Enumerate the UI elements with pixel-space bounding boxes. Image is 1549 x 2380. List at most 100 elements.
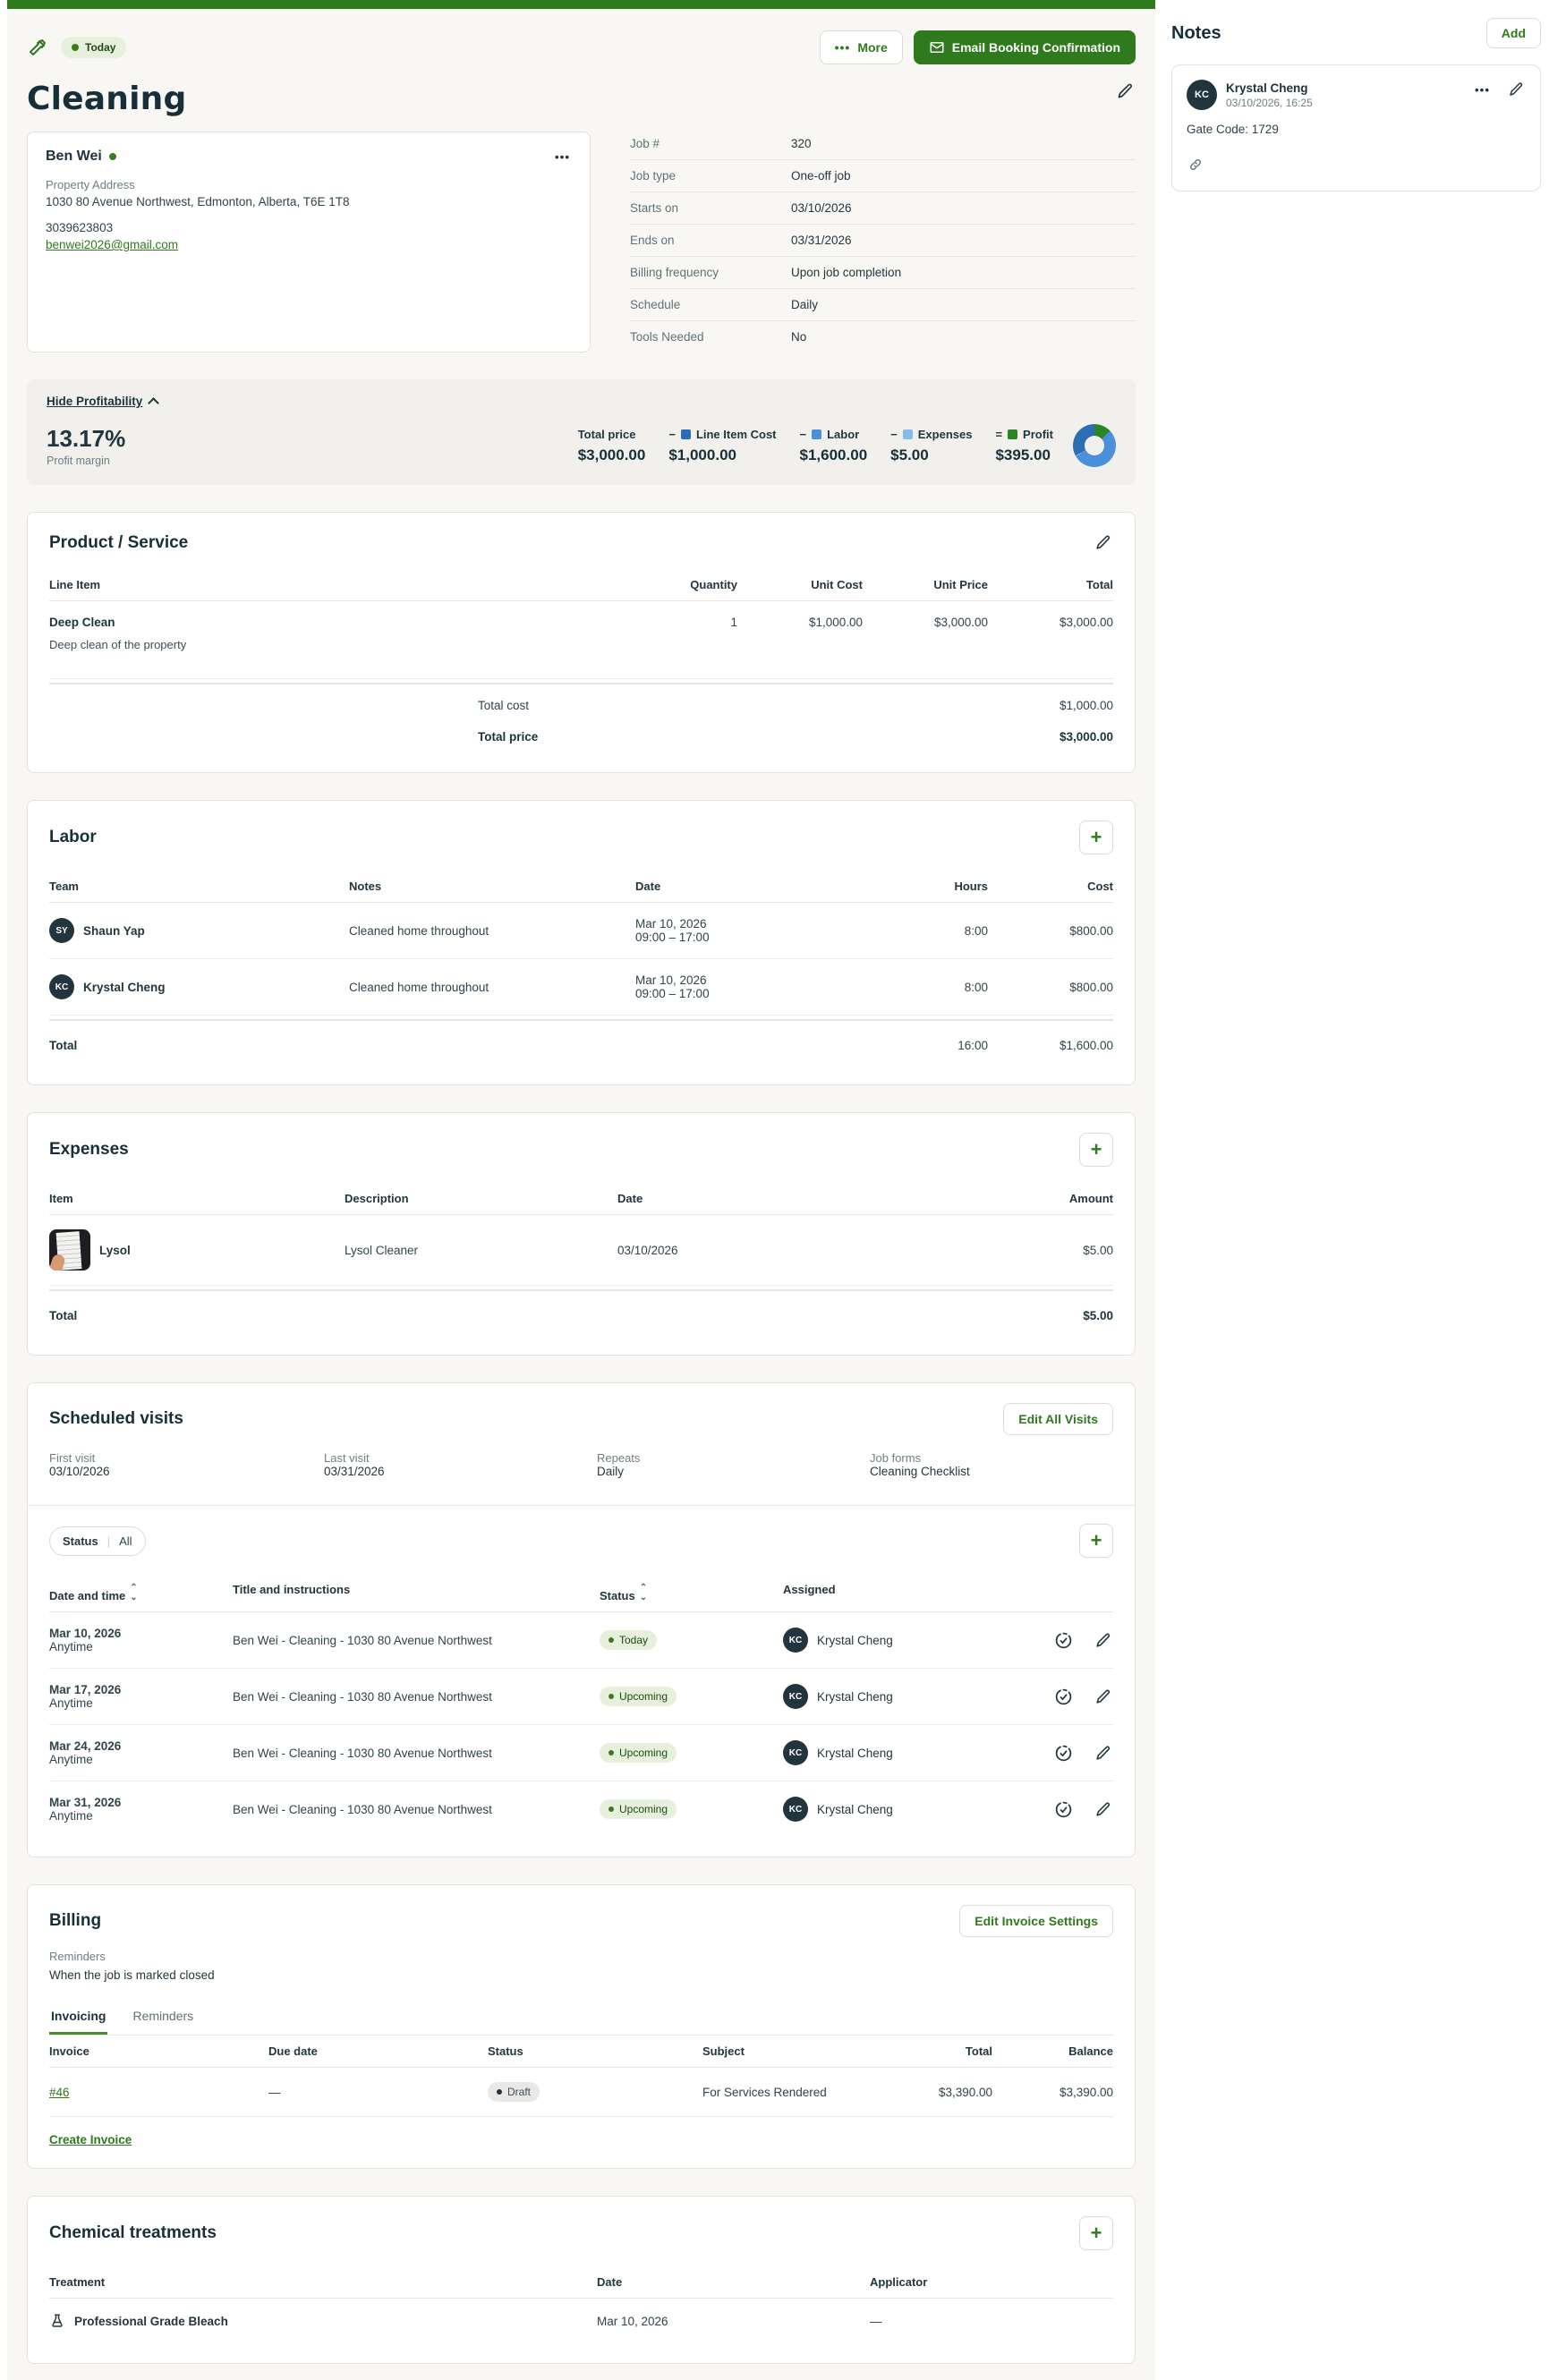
- add-chemical-treatment-button[interactable]: +: [1079, 2216, 1113, 2250]
- add-labor-button[interactable]: +: [1079, 820, 1113, 854]
- client-active-dot-icon: [108, 153, 116, 160]
- product-table-header: Line Item Quantity Unit Cost Unit Price …: [49, 569, 1113, 601]
- visits-meta: First visit 03/10/2026 Last visit 03/31/20…: [49, 1451, 970, 1478]
- job-status-badge: Today: [61, 37, 127, 58]
- billing-title: Billing: [49, 1911, 102, 1930]
- flask-icon: [49, 2313, 65, 2329]
- profitability-donut-chart: [1073, 424, 1116, 467]
- client-phone: 3039623803: [46, 221, 114, 234]
- line-item-name: Deep Clean: [49, 616, 115, 629]
- table-row: Mar 17, 2026 Anytime Ben Wei - Cleaning -…: [49, 1669, 1113, 1725]
- profit-swatch-icon: [1008, 429, 1018, 439]
- table-row: Mar 24, 2026 Anytime Ben Wei - Cleaning -…: [49, 1725, 1113, 1781]
- hide-profitability-toggle[interactable]: Hide Profitability: [47, 395, 160, 409]
- job-detail-row: Billing frequency Upon job completion: [630, 257, 1136, 289]
- legend-expenses: − Expenses $5.00: [890, 427, 973, 463]
- table-row: Deep Clean Deep clean of the property 1 …: [49, 601, 1113, 679]
- note-body: Gate Code: 1729: [1187, 123, 1279, 136]
- receipt-photo-thumbnail[interactable]: [49, 1229, 90, 1271]
- edit-job-button[interactable]: [1114, 81, 1136, 102]
- line-item-cost-swatch-icon: [680, 429, 691, 439]
- profitability-legend: Total price $3,000.00 − Line Item Cost $…: [578, 428, 1053, 464]
- more-button[interactable]: ••• More: [819, 30, 903, 64]
- client-menu-button[interactable]: •••: [555, 150, 570, 164]
- labor-swatch-icon: [812, 429, 822, 439]
- table-row: Mar 10, 2026 Anytime Ben Wei - Cleaning -…: [49, 1612, 1113, 1669]
- avatar: KC: [783, 1684, 808, 1709]
- edit-all-visits-button[interactable]: Edit All Visits: [1003, 1403, 1113, 1435]
- job-hammer-icon: [27, 37, 48, 58]
- complete-visit-button[interactable]: [1052, 1742, 1075, 1764]
- table-row: Professional Grade Bleach Mar 10, 2026 —: [49, 2299, 1113, 2343]
- sort-status-header[interactable]: Status⌃ ⌄: [600, 1583, 648, 1602]
- job-detail-row: Schedule Daily: [630, 289, 1136, 321]
- status-badge: Upcoming: [600, 1799, 677, 1819]
- edit-visit-button[interactable]: [1093, 1629, 1113, 1652]
- job-detail-row: Tools Needed No: [630, 330, 807, 344]
- complete-visit-button[interactable]: [1052, 1686, 1075, 1708]
- job-detail-row: Job type One-off job: [630, 160, 1136, 192]
- avatar: KC: [783, 1797, 808, 1822]
- billing-section: Billing Edit Invoice Settings Reminders …: [27, 1884, 1136, 2169]
- link-icon[interactable]: [1187, 156, 1204, 174]
- chemical-treatments-title: Chemical treatments: [49, 2223, 217, 2242]
- legend-line-item-cost: − Line Item Cost $1,000.00: [668, 427, 777, 463]
- edit-note-button[interactable]: [1506, 80, 1526, 99]
- edit-visit-button[interactable]: [1093, 1686, 1113, 1708]
- add-note-button[interactable]: Add: [1485, 18, 1541, 48]
- invoice-link[interactable]: #46: [49, 2085, 70, 2099]
- profitability-section: Hide Profitability 13.17% Profit margin …: [27, 379, 1136, 485]
- create-invoice-link[interactable]: Create Invoice: [49, 2133, 132, 2146]
- status-badge: Upcoming: [600, 1687, 677, 1706]
- labor-title: Labor: [49, 828, 97, 846]
- legend-profit: = Profit $395.00: [995, 427, 1053, 463]
- more-button-label: More: [857, 40, 888, 55]
- expenses-table-header: Item Description Date Amount: [49, 1183, 1113, 1215]
- edit-visit-button[interactable]: [1093, 1798, 1113, 1821]
- table-row: #46 — Draft For Services Rendered $3,390…: [49, 2068, 1113, 2117]
- add-expense-button[interactable]: +: [1079, 1133, 1113, 1167]
- edit-invoice-settings-button[interactable]: Edit Invoice Settings: [959, 1905, 1113, 1937]
- job-detail-row: Job #320: [630, 128, 1136, 160]
- note-menu-button[interactable]: •••: [1475, 82, 1490, 97]
- job-topbar: Today ••• More Email Booking Confirmatio…: [27, 30, 1136, 64]
- status-filter[interactable]: Status | All: [49, 1526, 146, 1556]
- sort-icon: ⌃ ⌄: [639, 1583, 648, 1602]
- email-booking-confirmation-button[interactable]: Email Booking Confirmation: [913, 30, 1136, 64]
- sort-icon: ⌃ ⌄: [130, 1583, 138, 1602]
- notes-panel: Notes Add KC Krystal Cheng 03/10/2026, 1…: [1155, 0, 1549, 2380]
- client-name: Ben Wei: [46, 149, 102, 164]
- add-visit-button[interactable]: +: [1079, 1524, 1113, 1558]
- edit-visit-button[interactable]: [1093, 1742, 1113, 1764]
- chevron-up-icon: [148, 396, 160, 409]
- table-row: KC Krystal Cheng Cleaned home throughout …: [49, 959, 1113, 1016]
- table-row: Lysol Lysol Cleaner 03/10/2026 $5.00: [49, 1215, 1113, 1286]
- edit-line-items-button[interactable]: [1093, 532, 1113, 553]
- draft-status-badge: Draft: [488, 2082, 540, 2102]
- complete-visit-button[interactable]: [1052, 1798, 1075, 1821]
- profit-margin-value: 13.17%: [47, 424, 126, 452]
- chemical-treatments-section: Chemical treatments + Treatment Date App…: [27, 2196, 1136, 2364]
- labor-section: Labor + Team Notes Date Hours Cost SY Sha…: [27, 800, 1136, 1085]
- tab-reminders[interactable]: Reminders: [132, 2009, 194, 2023]
- client-email-link[interactable]: benwei2026@gmail.com: [46, 238, 179, 251]
- note-card: KC Krystal Cheng 03/10/2026, 16:25 ••• G…: [1171, 64, 1541, 191]
- scheduled-visits-title: Scheduled visits: [49, 1409, 183, 1428]
- labor-total-row: Total 16:00 $1,600.00: [49, 1039, 1113, 1052]
- table-row: SY Shaun Yap Cleaned home throughout Mar …: [49, 903, 1113, 959]
- tab-invoicing[interactable]: Invoicing: [49, 2002, 108, 2035]
- email-button-label: Email Booking Confirmation: [951, 40, 1120, 55]
- avatar: KC: [783, 1740, 808, 1765]
- sort-date-header[interactable]: Date and time⌃ ⌄: [49, 1583, 138, 1602]
- status-dot-icon: [72, 44, 79, 51]
- client-card: Ben Wei ••• Property Address 1030 80 Ave…: [27, 132, 591, 353]
- job-detail-main: Today ••• More Email Booking Confirmatio…: [7, 0, 1155, 2380]
- page-title: Cleaning: [27, 81, 187, 117]
- expenses-title: Expenses: [49, 1140, 129, 1159]
- avatar: KC: [783, 1628, 808, 1653]
- envelope-icon: [929, 39, 945, 55]
- billing-tabs: Invoicing Reminders: [49, 2002, 1113, 2036]
- reminders-value: When the job is marked closed: [49, 1968, 215, 1982]
- complete-visit-button[interactable]: [1052, 1629, 1075, 1652]
